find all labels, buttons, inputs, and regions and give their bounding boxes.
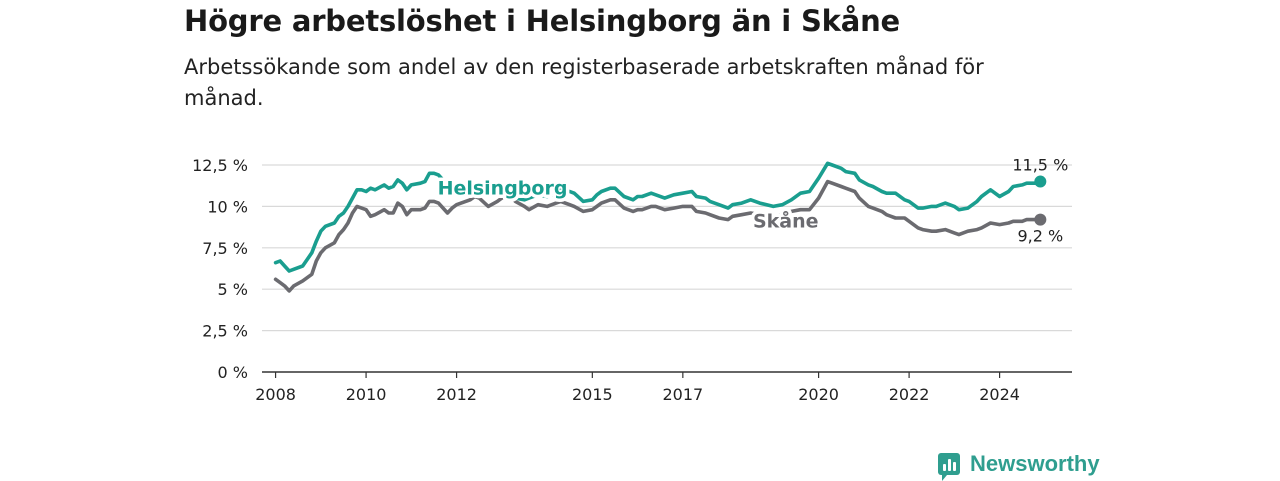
series-end-point	[1034, 213, 1047, 226]
series-line-1	[273, 179, 1043, 293]
series-line-0	[273, 161, 1043, 273]
series-label: Skåne	[753, 208, 819, 232]
end-value-label: 11,5 %	[1012, 156, 1068, 175]
x-tick-label: 2012	[436, 385, 477, 404]
y-tick-label: 10 %	[207, 197, 248, 216]
series-label-halo: Skåne	[753, 208, 819, 232]
x-tick-label: 2020	[798, 385, 839, 404]
y-tick-label: 2,5 %	[202, 322, 248, 341]
y-tick-label: 7,5 %	[202, 239, 248, 258]
series-label-halo: Helsingborg	[438, 177, 568, 199]
x-tick-label: 2024	[979, 385, 1020, 404]
x-tick-label: 2022	[889, 385, 930, 404]
chart-title: Högre arbetslöshet i Helsingborg än i Sk…	[184, 4, 901, 38]
x-tick-label: 2015	[572, 385, 613, 404]
end-value-label: 9,2 %	[1017, 227, 1063, 246]
series-labels: 9,2 %11,5 %HelsingborgHelsingborgSkåneSk…	[434, 156, 1068, 246]
newsworthy-logo-icon	[938, 453, 960, 481]
y-tick-label: 0 %	[218, 363, 248, 382]
y-axis-ticks: 0 % 2,5 % 5 % 7,5 % 10 % 12,5 %	[192, 156, 248, 382]
chart-subtitle: Arbetssökande som andel av den registerb…	[184, 55, 984, 110]
newsworthy-logo[interactable]: Newsworthy	[938, 448, 1100, 481]
x-tick-label: 2010	[346, 385, 387, 404]
x-tick-label: 2017	[662, 385, 703, 404]
series-end-point	[1034, 175, 1047, 188]
y-tick-label: 5 %	[218, 280, 248, 299]
line-chart: 0 %2,5 %5 %7,5 %10 %12,5 % 2008 2010 2012 2…	[192, 156, 1072, 404]
gridlines	[262, 164, 1072, 332]
x-tick-label: 2008	[255, 385, 296, 404]
brand-name: Newsworthy	[970, 451, 1100, 476]
y-tick-label: 12,5 %	[192, 156, 248, 175]
x-axis-ticks: 2008 2010 2012 2015 2017 2020 2022 2024	[255, 372, 1020, 404]
series-lines	[273, 161, 1047, 293]
series-label: Helsingborg	[438, 177, 568, 199]
